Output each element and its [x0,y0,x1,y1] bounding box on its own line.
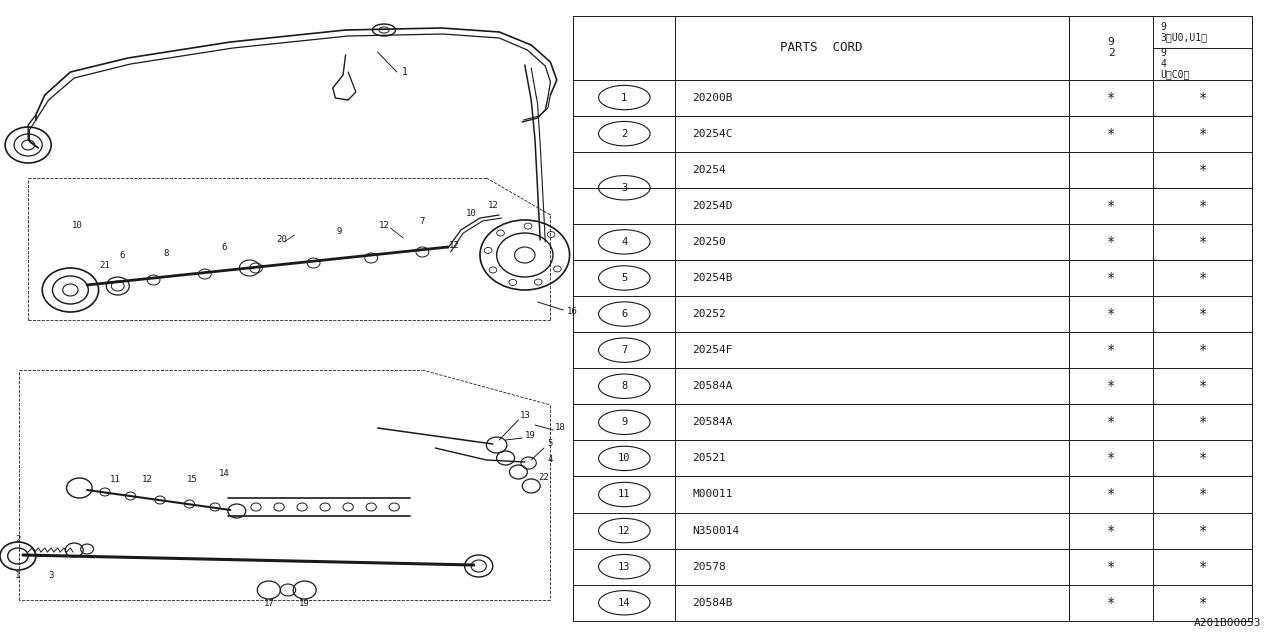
Text: 20254B: 20254B [692,273,732,283]
Text: *: * [1107,415,1115,429]
Text: 10: 10 [618,453,631,463]
Text: 7: 7 [621,345,627,355]
Text: 17: 17 [264,600,274,609]
Text: 20578: 20578 [692,562,726,572]
Text: 20254C: 20254C [692,129,732,139]
Text: 3: 3 [49,570,54,579]
Text: *: * [1198,343,1207,357]
Text: 7: 7 [420,218,425,227]
Text: *: * [1198,380,1207,393]
Text: 12: 12 [449,241,460,250]
Text: *: * [1107,559,1115,573]
Text: *: * [1198,90,1207,104]
Text: *: * [1198,415,1207,429]
Text: N350014: N350014 [692,525,740,536]
Text: A201B00053: A201B00053 [1193,618,1261,628]
Text: *: * [1198,596,1207,610]
Text: 9
3〈U0,U1〉: 9 3〈U0,U1〉 [1160,22,1207,42]
Text: 20: 20 [276,236,287,244]
Text: 11: 11 [110,476,120,484]
Text: 6: 6 [119,250,124,259]
Text: 20250: 20250 [692,237,726,247]
Text: 9
4
U〈C0〉: 9 4 U〈C0〉 [1160,48,1189,79]
Text: *: * [1198,307,1207,321]
Text: 2: 2 [621,129,627,139]
Text: *: * [1107,488,1115,502]
Text: *: * [1198,451,1207,465]
Text: 20254: 20254 [692,164,726,175]
Text: 9
2: 9 2 [1107,37,1115,58]
Text: *: * [1107,235,1115,249]
Text: 5: 5 [621,273,627,283]
Text: 12: 12 [142,476,152,484]
Text: *: * [1198,271,1207,285]
Text: 12: 12 [379,221,389,230]
Text: 9: 9 [337,227,342,237]
Text: 18: 18 [556,424,566,433]
Text: 10: 10 [72,221,82,230]
Text: *: * [1107,127,1115,141]
Text: *: * [1198,235,1207,249]
Text: 2: 2 [15,536,20,545]
Text: 20584A: 20584A [692,417,732,428]
Text: 21: 21 [100,260,110,269]
Text: 20584A: 20584A [692,381,732,391]
Text: 20252: 20252 [692,309,726,319]
Text: *: * [1198,559,1207,573]
Text: 14: 14 [618,598,631,608]
Text: *: * [1107,451,1115,465]
Text: 11: 11 [618,490,631,499]
Text: 3: 3 [621,183,627,193]
Text: *: * [1107,343,1115,357]
Text: *: * [1107,307,1115,321]
Text: 1: 1 [402,67,407,77]
Text: 16: 16 [567,307,577,317]
Text: 4: 4 [621,237,627,247]
Text: 20254D: 20254D [692,201,732,211]
Text: 10: 10 [466,209,476,218]
Text: 19: 19 [525,431,535,440]
Text: *: * [1107,199,1115,213]
Text: 8: 8 [621,381,627,391]
Text: *: * [1107,524,1115,538]
Text: 12: 12 [488,200,498,209]
Text: *: * [1198,524,1207,538]
Text: PARTS  CORD: PARTS CORD [780,41,863,54]
Text: 20254F: 20254F [692,345,732,355]
Text: 20584B: 20584B [692,598,732,608]
Text: 4: 4 [548,456,553,465]
Text: 20200B: 20200B [692,93,732,102]
Text: 22: 22 [539,474,549,483]
Text: 8: 8 [164,248,169,257]
Text: 19: 19 [300,600,310,609]
Text: 13: 13 [520,410,530,419]
Text: M00011: M00011 [692,490,732,499]
Text: *: * [1198,163,1207,177]
Text: 6: 6 [621,309,627,319]
Text: *: * [1198,199,1207,213]
Text: 1: 1 [15,570,20,579]
Text: 14: 14 [219,470,229,479]
Text: 6: 6 [221,243,227,252]
Text: 15: 15 [187,476,197,484]
Text: *: * [1107,596,1115,610]
Text: *: * [1198,127,1207,141]
Text: *: * [1107,271,1115,285]
Text: *: * [1107,90,1115,104]
Text: *: * [1107,380,1115,393]
Text: *: * [1198,488,1207,502]
Text: 9: 9 [621,417,627,428]
Text: 1: 1 [621,93,627,102]
Text: 20521: 20521 [692,453,726,463]
Text: 12: 12 [618,525,631,536]
Text: 13: 13 [618,562,631,572]
Text: 5: 5 [548,440,553,449]
